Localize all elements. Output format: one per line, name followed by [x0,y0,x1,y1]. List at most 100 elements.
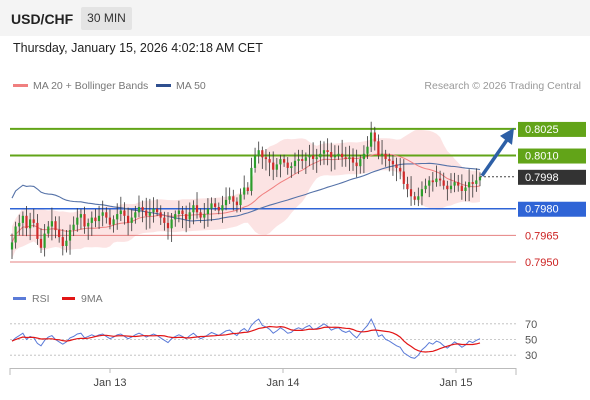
candle-body [123,210,126,216]
candle-body [116,214,119,220]
level-label-text: 0.7980 [525,204,559,216]
candle-body [478,176,482,181]
candle-body [391,160,394,165]
moving-averages [11,153,481,243]
candle-body [76,217,79,225]
legend-rsi-ma: 9MA [62,293,103,305]
candle-body [315,157,318,160]
candle-body [61,237,64,246]
rsi-tick-label: 30 [525,350,537,362]
candle-body [449,185,453,190]
candle-body [224,199,228,206]
level-label-0.7965: 0.7965 [525,230,559,242]
candle-body [18,222,21,227]
candle-body [232,196,235,202]
legend-ma20: MA 20 + Bollinger Bands [13,80,148,92]
candle-body [239,194,242,206]
candle-body [54,221,57,231]
candle-body [475,180,478,184]
candle-body [250,167,253,191]
ma20-swatch [13,83,28,87]
candle-body [47,226,50,234]
legend-ma50: MA 50 [156,80,206,92]
candle-body [283,159,286,163]
candle-body [431,180,434,183]
level-label-box [518,121,586,137]
rsi-swatch [13,296,26,300]
candle-body [337,153,340,156]
candle-body [420,189,423,197]
candle-body [235,201,238,206]
candle-body [464,187,467,191]
timestamp: Thursday, January 15, 2026 4:02:18 AM CE… [13,41,263,55]
timeframe-button[interactable]: 30 MIN [81,7,132,30]
symbol-label: USD/CHF [11,11,74,27]
candle-body [428,180,431,186]
x-tick-label: Jan 14 [266,377,299,389]
candle-body [319,153,322,158]
candle-body [181,210,184,214]
rsi-ma-line [11,325,481,353]
candle-body [257,150,260,156]
candle-body [308,155,311,158]
x-axis-labels: Jan 13 Jan 14 Jan 15 [9,368,517,389]
candle-body [384,153,387,160]
x-tick-label: Jan 13 [93,377,126,389]
candle-body [399,167,402,172]
candle-body [301,159,304,161]
candle-body [203,214,206,218]
candle-body [112,219,115,225]
candle-body [395,164,398,168]
candle-body [21,215,24,223]
candle-body [362,153,365,160]
candle-body [275,164,278,170]
level-label-text: 0.7998 [525,172,559,184]
candle-body [355,162,358,167]
candle-body [279,159,282,165]
candle-body [170,219,173,229]
candle-body [134,212,137,218]
candle-body [243,187,246,195]
candle-body [322,150,326,154]
rsi-line [11,318,481,359]
ma50-label: MA 50 [176,80,206,92]
candle-body [188,212,191,220]
candle-body [468,182,471,188]
candle-body [424,185,427,190]
candle-body [108,217,111,225]
candle-body [195,205,199,213]
candle-body [402,171,405,184]
candle-body [409,189,413,197]
candle-body [453,182,456,186]
candle-body [166,222,170,229]
candle-body [370,132,373,147]
candle-body [380,153,384,156]
candle-body [127,215,130,223]
candle-body [14,226,17,243]
candle-body [217,207,220,211]
rsi-ma-swatch [62,296,75,300]
candle-body [333,155,336,158]
candle-body [442,180,445,186]
candle-body [351,157,355,163]
candle-body [457,182,460,186]
target-arrow [480,127,514,177]
candle-body [261,150,264,158]
candle-body [25,215,28,229]
candle-body [79,214,82,218]
target-arrow-head [500,127,514,145]
candle-body [65,240,68,246]
ma50-swatch [156,83,171,87]
candle-body [348,157,351,160]
candle-body [90,217,93,223]
candle-body [119,210,122,214]
level-label-0.8025: 0.8025 [518,121,586,137]
target-arrow-shaft [480,138,509,177]
level-label-0.8010: 0.8010 [518,148,586,164]
candle-body [330,152,333,158]
candle-body [50,221,53,227]
candle-body [297,159,300,161]
candle-body [130,217,133,223]
candle-body [377,141,380,156]
